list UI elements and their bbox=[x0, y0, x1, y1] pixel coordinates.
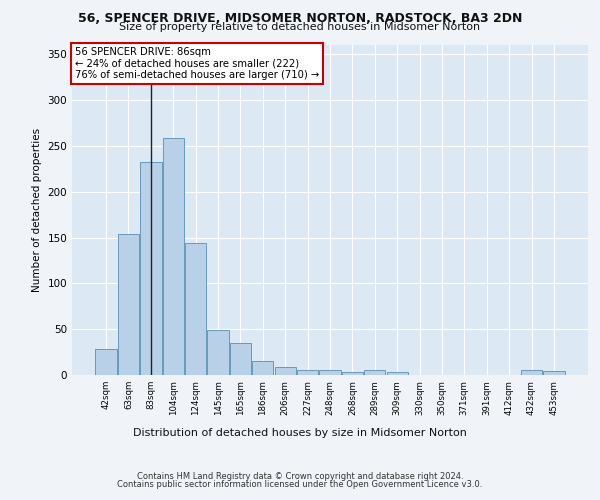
Bar bbox=[364, 370, 385, 375]
Bar bbox=[342, 372, 363, 375]
Bar bbox=[386, 372, 408, 375]
Text: Contains public sector information licensed under the Open Government Licence v3: Contains public sector information licen… bbox=[118, 480, 482, 489]
Bar bbox=[543, 372, 565, 375]
Bar bbox=[118, 234, 139, 375]
Bar bbox=[297, 370, 318, 375]
Text: Contains HM Land Registry data © Crown copyright and database right 2024.: Contains HM Land Registry data © Crown c… bbox=[137, 472, 463, 481]
Bar bbox=[275, 367, 296, 375]
Bar bbox=[140, 162, 161, 375]
Bar bbox=[521, 370, 542, 375]
Text: 56 SPENCER DRIVE: 86sqm
← 24% of detached houses are smaller (222)
76% of semi-d: 56 SPENCER DRIVE: 86sqm ← 24% of detache… bbox=[74, 46, 319, 80]
Y-axis label: Number of detached properties: Number of detached properties bbox=[32, 128, 42, 292]
Bar bbox=[163, 138, 184, 375]
Text: Distribution of detached houses by size in Midsomer Norton: Distribution of detached houses by size … bbox=[133, 428, 467, 438]
Text: 56, SPENCER DRIVE, MIDSOMER NORTON, RADSTOCK, BA3 2DN: 56, SPENCER DRIVE, MIDSOMER NORTON, RADS… bbox=[78, 12, 522, 26]
Bar bbox=[208, 330, 229, 375]
Text: Size of property relative to detached houses in Midsomer Norton: Size of property relative to detached ho… bbox=[119, 22, 481, 32]
Bar bbox=[95, 350, 117, 375]
Bar bbox=[185, 243, 206, 375]
Bar bbox=[230, 343, 251, 375]
Bar bbox=[252, 361, 274, 375]
Bar bbox=[319, 370, 341, 375]
